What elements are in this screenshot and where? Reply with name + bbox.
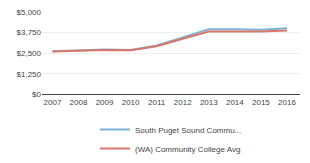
svg-text:2015: 2015 — [252, 98, 270, 107]
svg-text:2014: 2014 — [226, 98, 244, 107]
svg-text:2009: 2009 — [96, 98, 114, 107]
svg-text:$1,250: $1,250 — [17, 70, 42, 79]
svg-text:2016: 2016 — [278, 98, 296, 107]
svg-text:South Puget Sound Commu...: South Puget Sound Commu... — [135, 126, 241, 135]
svg-text:$0: $0 — [32, 90, 41, 99]
svg-text:2013: 2013 — [200, 98, 218, 107]
svg-text:(WA) Community College Avg: (WA) Community College Avg — [135, 145, 240, 154]
svg-text:2008: 2008 — [70, 98, 88, 107]
svg-text:2012: 2012 — [174, 98, 192, 107]
svg-text:2010: 2010 — [122, 98, 140, 107]
svg-text:2007: 2007 — [44, 98, 62, 107]
svg-text:$2,500: $2,500 — [17, 49, 42, 58]
svg-text:2011: 2011 — [148, 98, 166, 107]
svg-text:$3,750: $3,750 — [17, 28, 42, 37]
svg-text:$5,000: $5,000 — [17, 8, 42, 17]
